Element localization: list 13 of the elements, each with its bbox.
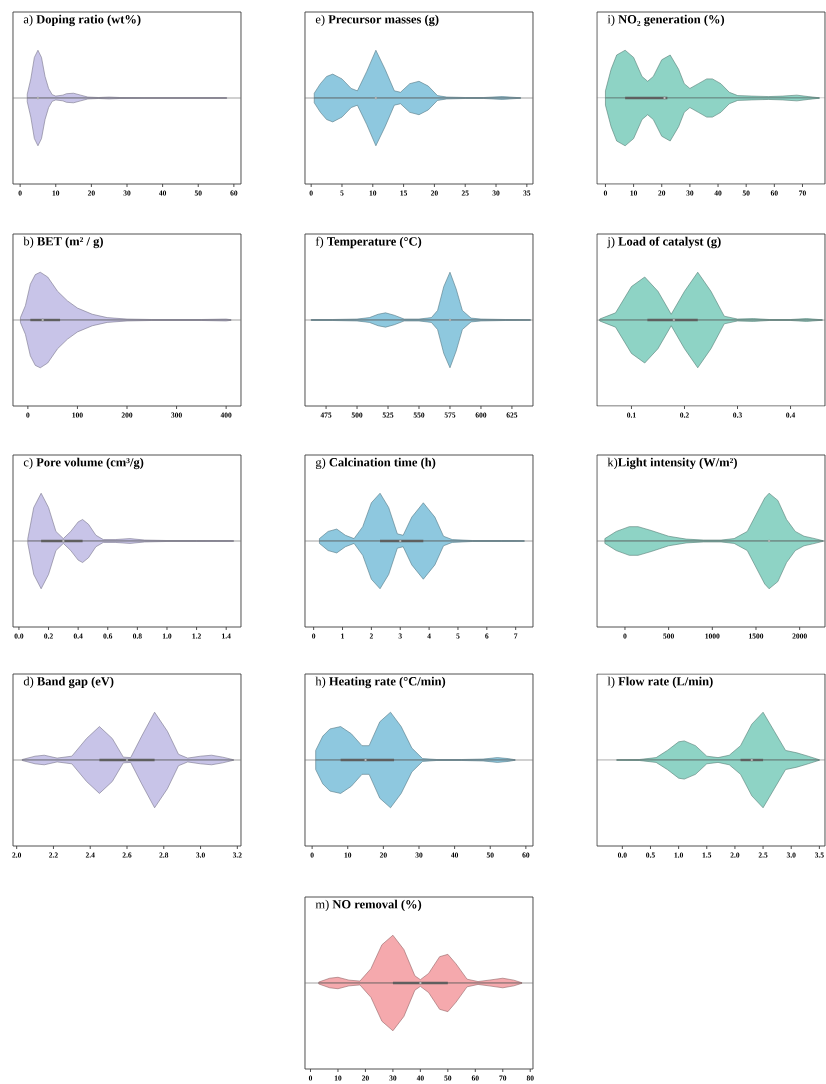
- chart-title: e) Precursor masses (g): [315, 14, 439, 27]
- chart-title: g) Calcination time (h): [315, 457, 436, 470]
- chart-title: c) Pore volume (cm³/g): [23, 457, 144, 470]
- chart-title: k)Light intensity (W/m²): [607, 457, 737, 470]
- chart-title: l) Flow rate (L/min): [607, 676, 713, 689]
- chart-title: b) BET (m² / g): [23, 236, 103, 249]
- chart-title: j) Load of catalyst (g): [607, 236, 721, 249]
- chart-title: f) Temperature (°C): [315, 236, 422, 249]
- chart-title: a) Doping ratio (wt%): [23, 14, 141, 27]
- chart-title: i) NO₂ generation (%): [607, 14, 725, 27]
- chart-title: d) Band gap (eV): [23, 676, 114, 689]
- chart-title: m) NO removal (%): [315, 899, 422, 912]
- chart-title: h) Heating rate (°C/min): [315, 676, 446, 689]
